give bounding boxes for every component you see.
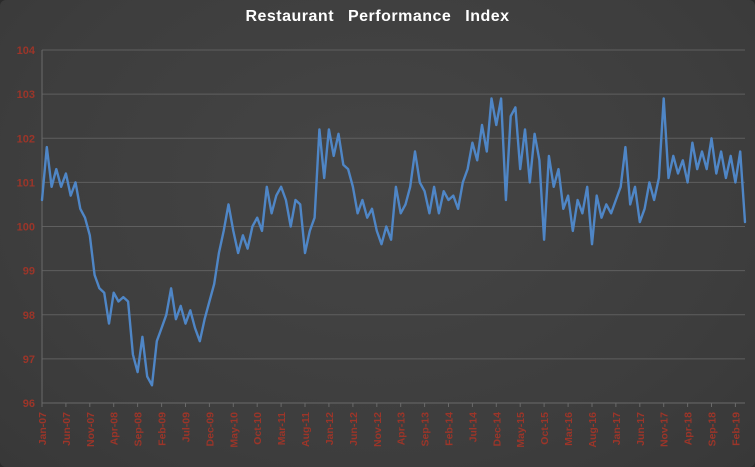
x-axis-tick-label: Oct-15	[539, 412, 551, 445]
x-axis-tick-label: Jun-07	[61, 412, 73, 446]
y-axis-tick-label: 97	[23, 354, 35, 366]
x-axis-tick-label: Apr-18	[683, 412, 695, 445]
x-axis-tick-label: Dec-09	[204, 412, 216, 447]
x-axis-tick-label: Feb-09	[157, 412, 169, 446]
y-axis-tick-label: 99	[23, 266, 35, 278]
x-axis-tick-label: Jul-09	[181, 412, 193, 443]
y-axis-tick-label: 104	[17, 45, 36, 57]
x-axis-tick-label: Feb-19	[730, 412, 742, 446]
x-axis-tick-label: Aug-16	[587, 412, 599, 448]
y-axis-tick-label: 101	[17, 177, 35, 189]
x-axis-tick-label: Sep-13	[420, 412, 432, 447]
x-axis-tick-label: Nov-07	[85, 412, 97, 447]
x-axis-tick-label: May-15	[515, 412, 527, 448]
y-axis-tick-label: 103	[17, 89, 35, 101]
x-axis-tick-label: May-10	[228, 412, 240, 448]
x-axis-tick-label: Dec-14	[491, 412, 503, 447]
x-axis-tick-label: Nov-17	[659, 412, 671, 447]
y-axis-tick-label: 102	[17, 133, 35, 145]
x-axis-tick-label: Jun-12	[348, 412, 360, 446]
x-axis-tick-label: Mar-16	[563, 412, 575, 446]
y-axis-tick-label: 100	[17, 222, 35, 234]
y-axis-tick-label: 98	[23, 310, 35, 322]
x-axis-tick-label: Sep-08	[133, 412, 145, 447]
x-axis-tick-label: Feb-14	[444, 412, 456, 446]
x-axis-tick-label: Jan-12	[324, 412, 336, 445]
x-axis-tick-label: Sep-18	[707, 412, 719, 447]
x-axis-tick-label: Aug-11	[300, 412, 312, 447]
chart-title: Restaurant Performance Index	[245, 8, 510, 25]
x-axis-tick-label: Oct-10	[252, 412, 264, 445]
x-axis-tick-label: Nov-12	[372, 412, 384, 447]
x-axis-tick-label: Jun-17	[635, 412, 647, 446]
x-axis-tick-label: Jan-17	[611, 412, 623, 445]
x-axis-tick-label: Jul-14	[467, 412, 479, 443]
rpi-series-line	[40, 97, 747, 387]
x-axis-tick-label: Mar-11	[276, 412, 288, 445]
x-axis-tick-label: Apr-08	[109, 412, 121, 445]
x-axis-tick-label: Jan-07	[37, 412, 49, 445]
y-axis-tick-label: 96	[23, 398, 35, 410]
x-axis-tick-label: Apr-13	[396, 412, 408, 445]
